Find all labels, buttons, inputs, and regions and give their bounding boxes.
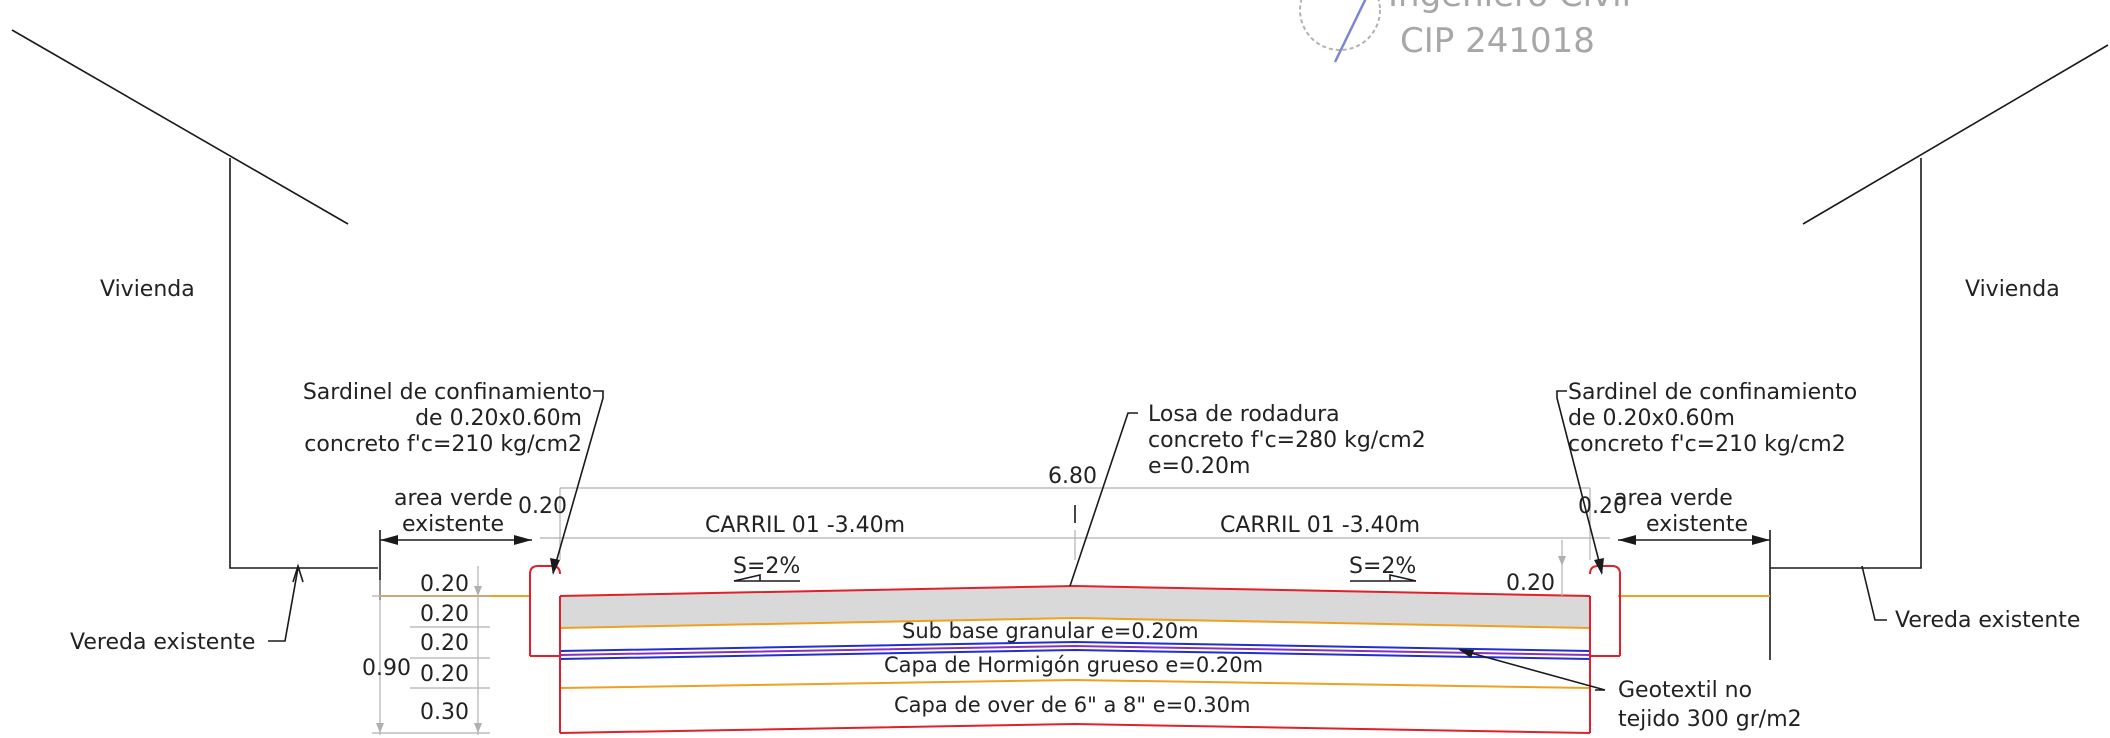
- sardinel-left-line-3: concreto f'c=210 kg/cm2: [304, 432, 582, 457]
- right-depth-label: 0.20: [1506, 571, 1555, 596]
- vereda-right-leader: [1861, 565, 1887, 621]
- slope-left: [733, 573, 800, 582]
- area-verde-right-1: area verde: [1614, 486, 1733, 511]
- sardinel-right-line-1: Sardinel de confinamiento: [1568, 380, 1857, 405]
- geotextil-line-2: tejido 300 gr/m2: [1618, 707, 1802, 732]
- house-left: [11, 29, 378, 569]
- over-label: Capa de over de 6" a 8" e=0.30m: [894, 693, 1250, 717]
- carril-right-label: CARRIL 01 -3.40m: [1220, 513, 1420, 538]
- geotextil-line-1: Geotextil no: [1618, 678, 1752, 703]
- right-depth-dim: [1558, 540, 1566, 596]
- curb-left: [529, 565, 561, 656]
- losa-line-3: e=0.20m: [1148, 454, 1250, 479]
- geotextile-line-1: [559, 640, 1591, 652]
- depth-1: 0.20: [420, 572, 469, 597]
- carril-left-label: CARRIL 01 -3.40m: [705, 513, 905, 538]
- geotextile-line-3: [559, 648, 1591, 660]
- over-bottom-line: [559, 722, 1591, 734]
- engineer-stamp: Ingeniero Civil CIP 241018: [1299, 0, 1631, 63]
- hormigon-label: Capa de Hormigón grueso e=0.20m: [884, 653, 1263, 677]
- sardinel-left-line-2: de 0.20x0.60m: [415, 406, 582, 431]
- losa-line-1: Losa de rodadura: [1148, 402, 1340, 427]
- geotextile-line-2: [559, 644, 1591, 656]
- total-width-label: 6.80: [1048, 464, 1097, 489]
- curb-width-left: 0.20: [518, 494, 567, 519]
- sardinel-right-line-3: concreto f'c=210 kg/cm2: [1568, 432, 1846, 457]
- area-verde-right-dim: [1618, 530, 1771, 660]
- stamp-line-1: Ingeniero Civil: [1388, 0, 1631, 15]
- depth-2: 0.20: [420, 602, 469, 627]
- vereda-right-label: Vereda existente: [1895, 608, 2080, 633]
- vivienda-right-label: Vivienda: [1965, 277, 2060, 302]
- geotextil-leader: [1458, 649, 1606, 691]
- vivienda-left-label: Vivienda: [100, 277, 195, 302]
- total-depth-label: 0.90: [362, 656, 411, 681]
- house-right: [1770, 44, 2109, 569]
- depth-dimensions-left: [372, 566, 490, 735]
- slope-right: [1350, 573, 1417, 582]
- stamp-line-2: CIP 241018: [1400, 21, 1595, 61]
- hormigon-bottom-line: [559, 678, 1591, 689]
- losa-line-2: concreto f'c=280 kg/cm2: [1148, 428, 1426, 453]
- area-verde-right-2: existente: [1646, 512, 1748, 537]
- vereda-left-label: Vereda existente: [70, 630, 255, 655]
- curb-right: [1589, 565, 1621, 656]
- losa-leader: [1069, 412, 1138, 587]
- area-verde-left-1: area verde: [394, 486, 513, 511]
- curb-width-right: 0.20: [1578, 494, 1627, 519]
- slope-left-label: S=2%: [733, 554, 800, 579]
- slope-right-label: S=2%: [1349, 554, 1416, 579]
- depth-3: 0.20: [420, 631, 469, 656]
- slab-bottom-line: [559, 616, 1591, 629]
- slab-top-line: [559, 584, 1591, 597]
- sardinel-left-leader: [550, 390, 604, 575]
- depth-4: 0.20: [420, 662, 469, 687]
- vereda-left-leader: [268, 563, 304, 642]
- sardinel-right-leader: [1556, 390, 1604, 575]
- depth-5: 0.30: [420, 700, 469, 725]
- area-verde-left-2: existente: [402, 512, 504, 537]
- sub-base-label: Sub base granular e=0.20m: [902, 619, 1199, 643]
- dimension-lines: [540, 487, 1610, 560]
- pavement-slab: [560, 586, 1590, 628]
- sardinel-right-line-2: de 0.20x0.60m: [1568, 406, 1735, 431]
- sardinel-left-line-1: Sardinel de confinamiento: [303, 380, 592, 405]
